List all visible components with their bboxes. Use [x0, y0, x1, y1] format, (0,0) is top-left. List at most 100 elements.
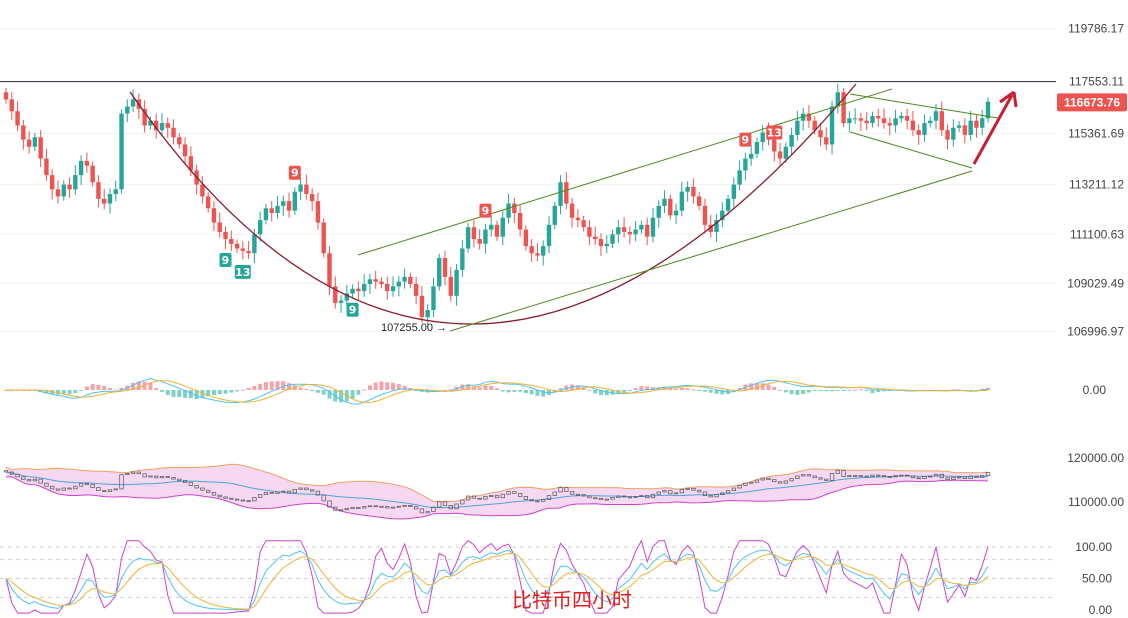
td-sequence-label: 9 [482, 205, 490, 218]
candle-body [558, 182, 563, 206]
macd-histogram-bar [373, 382, 378, 390]
breakout-arrow-head [999, 90, 1018, 108]
bollinger-candle [899, 474, 904, 477]
candle-body [102, 198, 107, 204]
candle-body [246, 250, 251, 254]
candle-body [281, 201, 286, 206]
bollinger-candle [616, 495, 621, 498]
candle-body [777, 151, 783, 159]
candle-body [529, 246, 534, 254]
price-axis-tick-label: 115361.69 [1068, 126, 1124, 140]
candle-body [321, 222, 326, 254]
macd-histogram-bar [639, 386, 644, 390]
candle-body [922, 123, 927, 135]
macd-histogram-bar [246, 388, 251, 390]
bollinger-candle [292, 488, 297, 494]
macd-histogram-bar [96, 384, 101, 390]
bollinger-candle [928, 475, 933, 478]
bollinger-candle [413, 506, 419, 510]
candle-body [390, 286, 396, 292]
bollinger-candle [668, 490, 673, 495]
macd-histogram-bar [506, 390, 511, 393]
macd-histogram-bar [801, 390, 806, 395]
bollinger-candle [240, 499, 245, 502]
macd-histogram-bar [252, 385, 257, 390]
candle-body [627, 231, 633, 235]
td-sequence-badge [219, 253, 232, 268]
bollinger-candle [113, 488, 118, 491]
macd-histogram-bar [483, 385, 488, 390]
candle-body [442, 257, 448, 277]
bollinger-candle [829, 472, 835, 481]
macd-histogram-bar [535, 390, 540, 396]
macd-histogram-bar [841, 390, 846, 391]
macd-histogram-bar [321, 390, 326, 395]
macd-histogram-bar [177, 390, 182, 398]
bollinger-panel [3, 463, 991, 520]
bollinger-candle [639, 495, 644, 497]
macd-histogram-bar [448, 389, 453, 391]
macd-histogram-bar [847, 390, 852, 391]
td-sequence-label: 13 [235, 266, 250, 279]
bollinger-candle [315, 490, 321, 496]
bollinger-candle [177, 478, 182, 481]
bollinger-candle [564, 487, 569, 492]
candle-body [517, 213, 523, 230]
candle-body [454, 269, 459, 296]
candle-body [569, 203, 575, 218]
bollinger-candle [171, 476, 176, 480]
bollinger-candle [656, 491, 661, 495]
macd-histogram-bar [171, 390, 176, 397]
bollinger-candle [587, 495, 592, 499]
price-axis-tick-label: 117553.11 [1069, 75, 1124, 89]
candle-body [748, 153, 754, 159]
bollinger-candle [847, 475, 852, 477]
bollinger-candle [523, 496, 529, 500]
macd-histogram-bar [604, 390, 609, 396]
candle-body [541, 246, 546, 256]
candle-body [893, 118, 898, 126]
candle-body [760, 132, 765, 142]
bollinger-candle [385, 506, 390, 509]
bollinger-candle [621, 495, 627, 498]
flag-lower-line [849, 131, 973, 169]
macd-histogram-bar [460, 384, 465, 390]
td-sequence-badge [766, 125, 783, 140]
candle-body [356, 288, 361, 292]
bollinger-candle [165, 476, 170, 478]
bollinger-candle [708, 495, 713, 498]
bollinger-candle [356, 507, 361, 509]
candle-body [107, 194, 113, 204]
bollinger-candle [725, 490, 731, 494]
bollinger-candle [974, 475, 979, 478]
macd-histogram-bar [414, 390, 419, 391]
bollinger-candle [275, 491, 280, 494]
price-axis[interactable]: 119786.17 117553.11 115361.69 113211.12 1111… [1057, 22, 1127, 617]
macd-histogram-bar [367, 385, 372, 390]
kdj-axis-tick-label: 0.00 [1089, 603, 1113, 617]
channel-lower-line [449, 170, 973, 332]
bollinger-candle [21, 476, 26, 480]
candle-body [500, 217, 505, 237]
macd-histogram-bar [714, 390, 719, 394]
macd-histogram-bar [454, 386, 459, 390]
candle-body [304, 184, 309, 195]
candle-body [824, 137, 829, 145]
candle-body [812, 120, 817, 131]
bollinger-candle [546, 495, 552, 500]
bollinger-candle [662, 490, 667, 493]
bollinger-candle [650, 493, 656, 499]
macd-panel [4, 377, 990, 405]
macd-histogram-bar [148, 382, 153, 390]
bollinger-candle [512, 491, 517, 494]
bollinger-candle [373, 505, 378, 508]
macd-histogram-bar [512, 390, 517, 392]
candle-body [743, 158, 748, 171]
macd-histogram-bar [194, 390, 199, 400]
macd-histogram-bar [668, 387, 673, 390]
bollinger-candle [154, 475, 159, 479]
candle-body [616, 227, 621, 235]
bollinger-candle [419, 508, 425, 514]
macd-histogram-bar [362, 389, 367, 391]
bollinger-candle [673, 492, 679, 495]
